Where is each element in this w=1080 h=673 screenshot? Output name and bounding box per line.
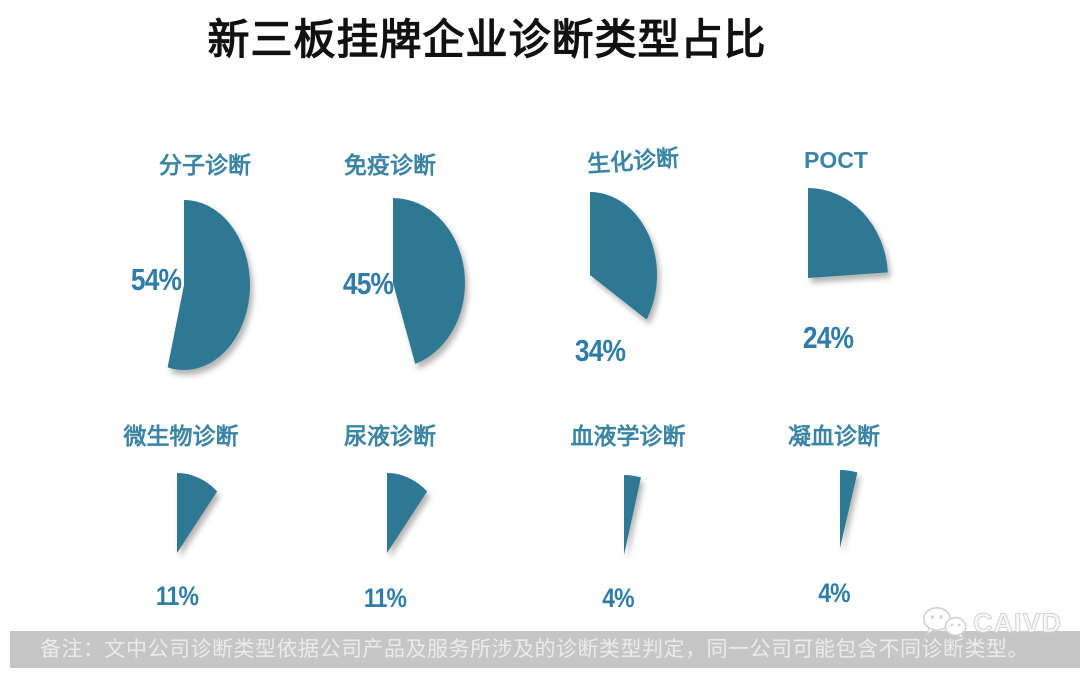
footer-note-bar: 备注：文中公司诊断类型依据公司产品及服务所涉及的诊断类型判定，同一公司可能包含不… bbox=[10, 631, 1080, 668]
pct-label-coagulation-diagnosis: 4% bbox=[818, 578, 850, 608]
footer-note-text: 备注：文中公司诊断类型依据公司产品及服务所涉及的诊断类型判定，同一公司可能包含不… bbox=[40, 638, 1029, 661]
pie-wedge-urine-diagnosis bbox=[387, 473, 428, 553]
pct-label-poct: 24% bbox=[802, 320, 854, 355]
pct-label-hematology-diagnosis: 4% bbox=[602, 583, 634, 613]
chart-label-biochemical-diagnosis: 生化诊断 bbox=[586, 144, 680, 178]
pie-wedge-path bbox=[177, 473, 218, 553]
pie-wedge-path bbox=[808, 188, 888, 278]
watermark-text: CAIVD bbox=[972, 607, 1063, 638]
page-title: 新三板挂牌企业诊断类型占比 bbox=[207, 16, 767, 63]
pct-label-biochemical-diagnosis: 34% bbox=[574, 333, 626, 368]
pie-wedge-hematology-diagnosis bbox=[624, 475, 641, 555]
chart-label-immuno-diagnosis: 免疫诊断 bbox=[344, 152, 436, 178]
pie-wedge-poct bbox=[808, 188, 888, 278]
pct-label-molecular-diagnosis: 54% bbox=[130, 262, 182, 297]
watermark: CAIVD bbox=[922, 606, 1062, 640]
pie-wedge-microbial-diagnosis bbox=[177, 473, 218, 553]
chart-label-poct: POCT bbox=[804, 147, 868, 173]
chart-label-coagulation-diagnosis: 凝血诊断 bbox=[788, 423, 880, 449]
chart-label-molecular-diagnosis: 分子诊断 bbox=[159, 152, 251, 178]
pie-wedge-coagulation-diagnosis bbox=[840, 470, 858, 548]
pct-label-immuno-diagnosis: 45% bbox=[342, 266, 394, 301]
pie-wedge-path bbox=[387, 473, 428, 553]
wechat-icon bbox=[923, 607, 967, 640]
pie-wedge-immuno-diagnosis bbox=[393, 198, 466, 364]
pie-wedge-biochemical-diagnosis bbox=[590, 192, 657, 320]
pie-wedge-path bbox=[590, 192, 657, 320]
chart-label-urine-diagnosis: 尿液诊断 bbox=[344, 423, 436, 449]
pie-wedge-path bbox=[840, 470, 858, 548]
chart-label-microbial-diagnosis: 微生物诊断 bbox=[123, 423, 239, 449]
chart-label-hematology-diagnosis: 血液学诊断 bbox=[570, 423, 686, 449]
pie-wedge-path bbox=[167, 200, 251, 370]
pie-wedge-molecular-diagnosis bbox=[167, 200, 251, 370]
pie-wedge-path bbox=[393, 198, 466, 364]
pie-wedge-path bbox=[624, 475, 641, 555]
pct-label-urine-diagnosis: 11% bbox=[363, 583, 407, 613]
pct-label-microbial-diagnosis: 11% bbox=[155, 581, 199, 611]
